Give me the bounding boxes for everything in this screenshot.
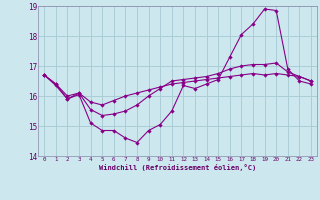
X-axis label: Windchill (Refroidissement éolien,°C): Windchill (Refroidissement éolien,°C) [99,164,256,171]
